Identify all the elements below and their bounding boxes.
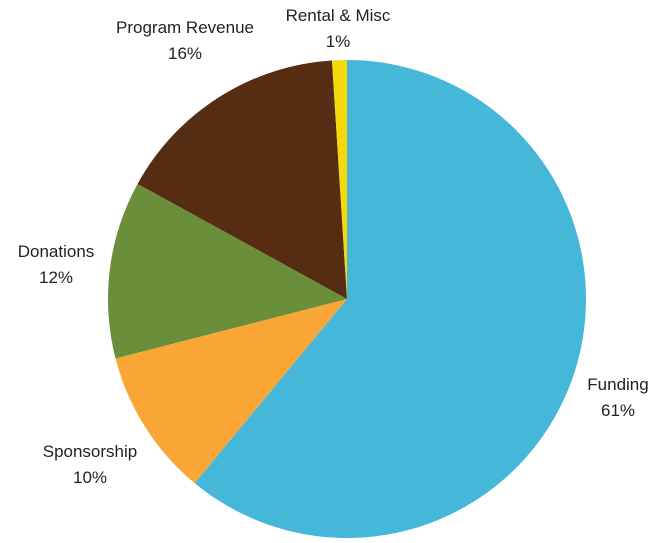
pie-slice-program-revenue bbox=[137, 60, 347, 299]
pie-slices bbox=[107, 59, 587, 538]
pie-slice-sponsorship bbox=[115, 299, 347, 484]
slice-label-rental-misc: Rental & Misc bbox=[286, 6, 391, 25]
slice-label-donations: Donations bbox=[18, 242, 95, 261]
slice-value-rental-misc: 1% bbox=[326, 32, 351, 51]
slice-label-sponsorship: Sponsorship bbox=[43, 442, 138, 461]
slice-value-program-revenue: 16% bbox=[168, 44, 202, 63]
pie-labels: Funding 61% Sponsorship 10% Donations 12% Prog… bbox=[18, 6, 649, 487]
pie-slice-rental-misc bbox=[331, 59, 347, 299]
slice-value-sponsorship: 10% bbox=[73, 468, 107, 487]
slice-value-funding: 61% bbox=[601, 401, 635, 420]
slice-value-donations: 12% bbox=[39, 268, 73, 287]
pie-slice-funding bbox=[194, 60, 587, 538]
pie-slice-donations bbox=[107, 183, 348, 359]
slice-label-program-revenue: Program Revenue bbox=[116, 18, 254, 37]
slice-label-funding: Funding bbox=[587, 375, 648, 394]
